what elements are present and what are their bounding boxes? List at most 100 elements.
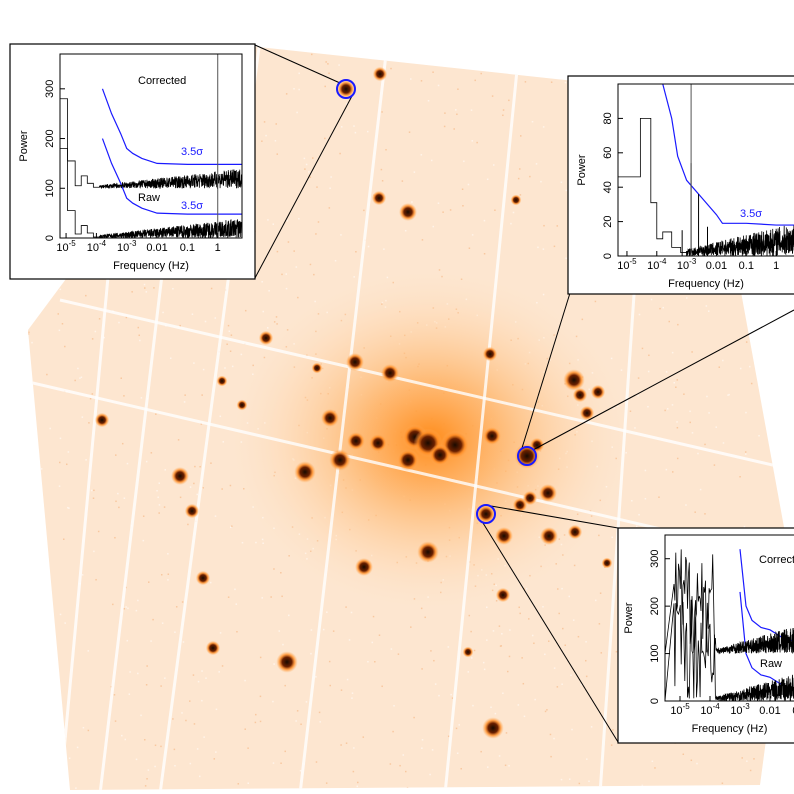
noise-pixel <box>381 111 383 113</box>
noise-pixel <box>570 674 572 677</box>
noise-pixel <box>404 229 407 232</box>
noise-pixel <box>142 515 145 517</box>
noise-pixel <box>437 202 440 204</box>
noise-pixel <box>683 393 685 395</box>
xray-source <box>337 80 355 98</box>
noise-pixel <box>350 611 353 614</box>
noise-pixel <box>405 770 407 773</box>
noise-pixel <box>57 313 60 315</box>
noise-pixel <box>420 80 423 82</box>
noise-pixel <box>58 329 61 332</box>
noise-pixel <box>381 180 384 182</box>
threshold-line <box>662 84 794 226</box>
noise-pixel <box>471 234 474 236</box>
noise-pixel <box>209 581 212 584</box>
noise-pixel <box>175 606 178 608</box>
label-sigma: 3.5σ <box>740 208 762 220</box>
noise-pixel <box>366 130 369 133</box>
noise-pixel <box>115 500 117 503</box>
noise-pixel <box>128 693 131 695</box>
noise-pixel <box>517 177 520 180</box>
noise-pixel <box>163 506 166 508</box>
noise-pixel <box>746 760 748 762</box>
noise-pixel <box>483 253 486 255</box>
noise-pixel <box>345 742 348 744</box>
noise-pixel <box>285 287 288 290</box>
noise-pixel <box>535 163 538 165</box>
xray-source <box>590 384 606 400</box>
noise-pixel <box>529 175 531 178</box>
noise-pixel <box>468 614 471 617</box>
noise-pixel <box>510 222 512 225</box>
noise-pixel <box>244 309 247 312</box>
noise-pixel <box>463 160 465 163</box>
noise-pixel <box>261 280 263 283</box>
xray-source <box>563 369 585 391</box>
noise-pixel <box>305 701 308 703</box>
noise-pixel <box>758 434 760 437</box>
noise-pixel <box>495 600 498 602</box>
noise-pixel <box>691 432 694 434</box>
noise-pixel <box>59 613 62 616</box>
noise-pixel <box>676 379 679 381</box>
noise-pixel <box>276 323 278 325</box>
noise-pixel <box>85 459 87 461</box>
power-spectrum <box>618 118 794 256</box>
noise-pixel <box>215 708 218 711</box>
noise-pixel <box>458 724 460 726</box>
noise-pixel <box>351 692 354 694</box>
noise-pixel <box>508 99 510 102</box>
noise-pixel <box>694 511 696 513</box>
noise-pixel <box>80 376 83 379</box>
noise-pixel <box>145 460 148 463</box>
noise-pixel <box>524 81 527 83</box>
noise-pixel <box>63 538 65 540</box>
chip-gap <box>443 45 522 790</box>
noise-pixel <box>512 211 515 214</box>
noise-pixel <box>81 574 84 576</box>
noise-pixel <box>154 765 156 768</box>
noise-pixel <box>483 219 486 222</box>
noise-pixel <box>318 711 321 714</box>
noise-pixel <box>401 180 404 182</box>
noise-pixel <box>200 423 203 425</box>
noise-pixel <box>308 171 310 173</box>
highlight-circle <box>336 79 356 99</box>
noise-pixel <box>90 489 93 492</box>
noise-pixel <box>139 339 141 342</box>
noise-pixel <box>126 639 129 642</box>
noise-pixel <box>123 497 126 499</box>
noise-pixel <box>380 168 383 171</box>
noise-pixel <box>300 723 302 726</box>
noise-pixel <box>137 672 139 675</box>
noise-pixel <box>87 729 90 732</box>
noise-pixel <box>705 305 708 307</box>
noise-pixel <box>137 599 139 602</box>
xray-source <box>495 527 513 545</box>
noise-pixel <box>28 331 30 334</box>
noise-pixel <box>556 225 559 227</box>
noise-pixel <box>324 137 326 140</box>
noise-pixel <box>675 386 677 388</box>
noise-pixel <box>721 782 724 784</box>
noise-pixel <box>125 316 128 319</box>
noise-pixel <box>438 269 441 271</box>
noise-pixel <box>254 721 257 724</box>
noise-pixel <box>390 67 392 70</box>
noise-pixel <box>255 713 257 716</box>
noise-pixel <box>504 764 507 767</box>
noise-pixel <box>672 471 674 473</box>
xray-source <box>495 587 511 603</box>
noise-pixel <box>310 53 313 56</box>
noise-pixel <box>421 239 424 241</box>
noise-pixel <box>637 394 639 397</box>
xray-source <box>347 432 365 450</box>
noise-pixel <box>274 140 277 142</box>
noise-pixel <box>471 657 473 659</box>
noise-pixel <box>397 653 400 655</box>
noise-pixel <box>430 650 432 652</box>
noise-pixel <box>196 748 199 750</box>
noise-pixel <box>234 588 236 591</box>
noise-pixel <box>671 351 674 354</box>
